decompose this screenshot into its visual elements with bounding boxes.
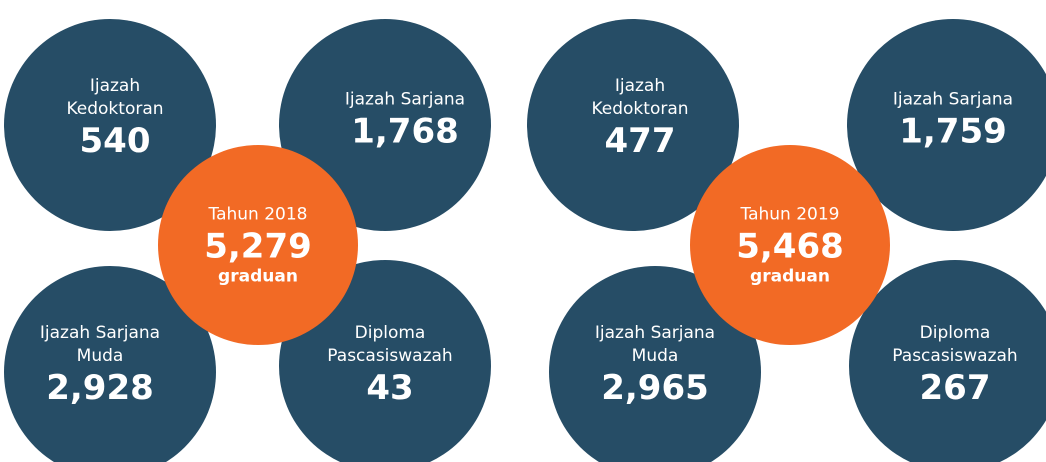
category-label: Pascasiswazah bbox=[327, 346, 453, 366]
category-value: 1,768 bbox=[351, 111, 459, 152]
category-label: Kedoktoran bbox=[66, 99, 164, 119]
category-value: 267 bbox=[919, 368, 991, 408]
category-text: Diploma Pascasiswazah 267 bbox=[892, 322, 1017, 408]
category-label: Muda bbox=[631, 346, 679, 366]
total-unit: graduan bbox=[218, 266, 298, 287]
category-circle bbox=[849, 260, 1046, 462]
year-label: Tahun 2018 bbox=[208, 204, 308, 225]
year-label: Tahun 2019 bbox=[740, 204, 840, 225]
category-label: Muda bbox=[76, 346, 124, 366]
category-value: 2,928 bbox=[46, 368, 154, 408]
total-circle bbox=[158, 145, 358, 345]
category-label: Kedoktoran bbox=[591, 99, 689, 119]
category-value: 43 bbox=[366, 368, 414, 408]
category-label: Diploma bbox=[354, 323, 426, 343]
category-label: Diploma bbox=[919, 323, 991, 343]
category-text: Diploma Pascasiswazah 43 bbox=[327, 322, 452, 408]
category-label: Ijazah Sarjana bbox=[39, 323, 161, 343]
category-value: 477 bbox=[604, 121, 676, 161]
category-text: Ijazah Kedoktoran 540 bbox=[66, 75, 163, 161]
category-text: Ijazah Sarjana Muda 2,965 bbox=[595, 322, 715, 408]
category-text: Ijazah Sarjana 1,768 bbox=[345, 89, 465, 152]
category-label: Ijazah Sarjana bbox=[594, 323, 716, 343]
category-label: Ijazah Sarjana bbox=[892, 89, 1014, 110]
category-text: Ijazah Kedoktoran 477 bbox=[591, 75, 688, 161]
total-unit: graduan bbox=[750, 266, 830, 287]
total-text: Tahun 2018 5,279 graduan bbox=[204, 204, 312, 287]
total-value: 5,279 bbox=[204, 226, 312, 267]
category-value: 1,759 bbox=[899, 111, 1007, 152]
category-label: Ijazah bbox=[614, 76, 666, 96]
category-text: Ijazah Sarjana 1,759 bbox=[893, 89, 1013, 152]
category-circle bbox=[847, 19, 1046, 231]
category-label: Ijazah bbox=[89, 76, 141, 96]
category-text: Ijazah Sarjana Muda 2,928 bbox=[40, 322, 160, 408]
category-label: Ijazah Sarjana bbox=[344, 89, 466, 110]
total-circle bbox=[690, 145, 890, 345]
category-value: 540 bbox=[79, 121, 151, 161]
category-value: 2,965 bbox=[601, 368, 709, 408]
total-text: Tahun 2019 5,468 graduan bbox=[736, 204, 844, 287]
category-label: Pascasiswazah bbox=[892, 346, 1018, 366]
total-value: 5,468 bbox=[736, 226, 844, 267]
